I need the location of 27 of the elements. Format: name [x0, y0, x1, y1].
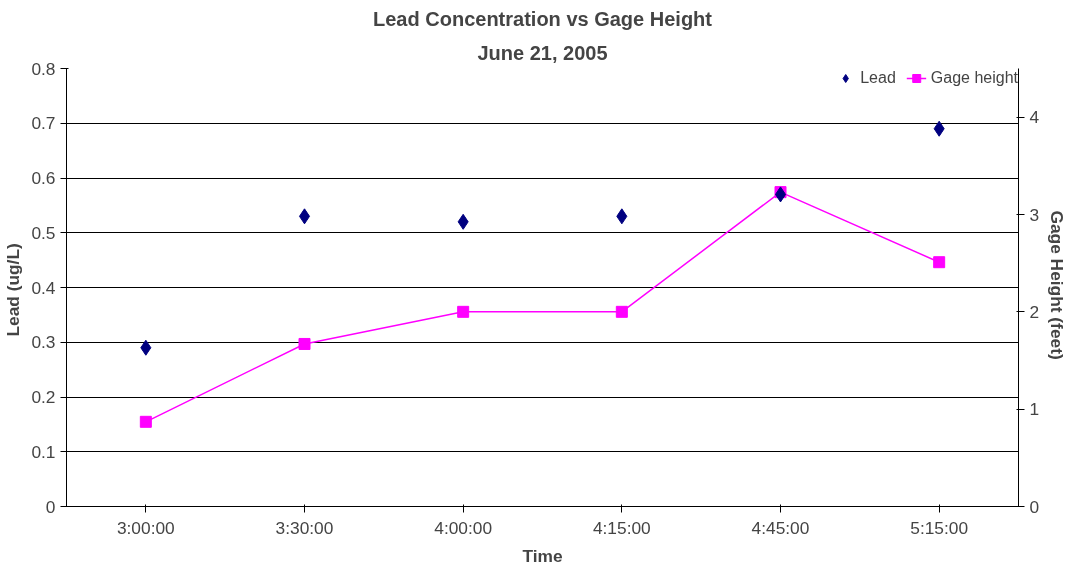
legend-label: Lead [860, 69, 896, 87]
y2-tick-label: 2 [1029, 301, 1040, 322]
y-tick-label: 0.8 [31, 58, 56, 79]
legend-label: Gage height [930, 69, 1018, 87]
y2-tick-label: 4 [1029, 107, 1040, 128]
x-tick-label: 4:45:00 [751, 517, 810, 538]
x-tick-label: 4:00:00 [434, 517, 493, 538]
x-tick-label: 4:15:00 [592, 517, 651, 538]
y-tick-label: 0.4 [31, 277, 56, 298]
y-tick-label: 0.5 [31, 222, 56, 243]
y2-tick-label: 0 [1029, 496, 1040, 517]
y-tick-label: 0.6 [31, 168, 56, 188]
chart-subtitle: June 21, 2005 [477, 41, 608, 64]
y2-axis-title: Gage Height (feet) [1047, 210, 1068, 360]
y2-tick-label: 3 [1029, 204, 1040, 225]
y-tick-label: 0.7 [31, 113, 56, 134]
x-tick-label: 3:30:00 [275, 517, 334, 538]
y-tick-label: 0 [45, 496, 56, 517]
y-tick-label: 0.3 [31, 332, 56, 353]
y-tick-label: 0.1 [31, 441, 56, 462]
y2-tick-label: 1 [1029, 399, 1040, 420]
y-axis-title: Lead (ug/L) [3, 243, 24, 337]
x-tick-label: 3:00:00 [116, 517, 175, 538]
x-tick-label: 5:15:00 [910, 517, 969, 538]
x-axis-title: Time [522, 545, 563, 566]
y-tick-label: 0.2 [31, 387, 56, 407]
chart-title: Lead Concentration vs Gage Height [373, 7, 713, 30]
